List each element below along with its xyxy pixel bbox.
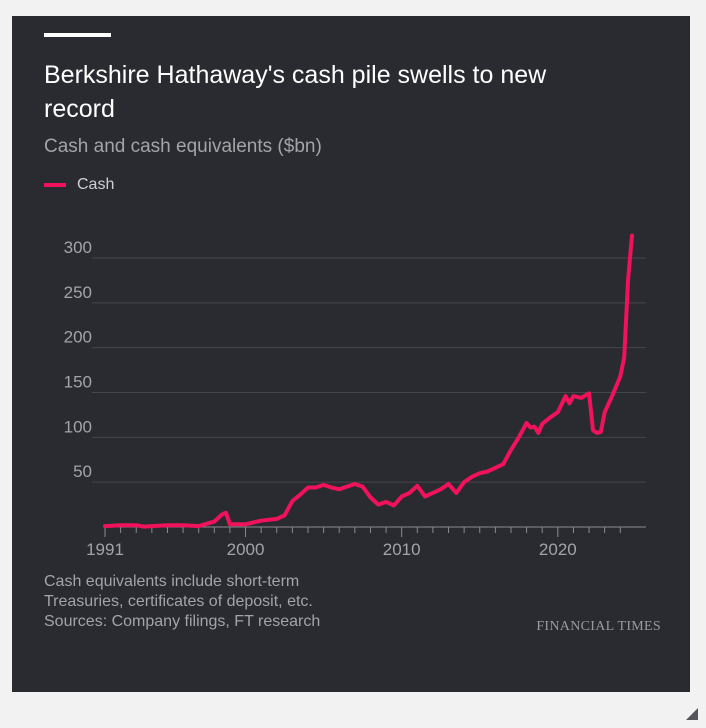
x-tick-label-2000: 2000: [227, 540, 265, 559]
legend-label-cash: Cash: [77, 176, 115, 193]
chart-card: [12, 16, 690, 692]
line-chart: 50 100 150 200 250 300 1991 2000 2010 2020: [64, 233, 646, 559]
x-tick-label-2020: 2020: [539, 540, 577, 559]
chart-title: Berkshire Hathaway's cash pile swells to…: [44, 61, 547, 123]
note-line-3: Sources: Company filings, FT research: [44, 613, 321, 630]
y-tick-label-300: 300: [64, 238, 92, 257]
legend-swatch: [44, 183, 66, 187]
title-accent-bar: [44, 33, 111, 37]
brand-logo: FINANCIAL TIMES: [536, 619, 661, 634]
note-line-2: Treasuries, certificates of deposit, etc…: [44, 593, 313, 610]
y-tick-label-50: 50: [73, 462, 92, 481]
y-tick-label-200: 200: [64, 328, 92, 347]
y-tick-label-100: 100: [64, 417, 92, 436]
legend: Cash: [44, 174, 114, 196]
x-tick-label-2010: 2010: [383, 540, 421, 559]
note-line-1: Cash equivalents include short-term: [44, 573, 300, 590]
x-tick-label-1991: 1991: [86, 540, 124, 559]
resize-handle: [686, 708, 698, 720]
chart-notes: Cash equivalents include short-term Trea…: [44, 572, 320, 632]
series-line-cash: [103, 233, 634, 529]
y-tick-label-250: 250: [64, 283, 92, 302]
chart-subtitle: Cash and cash equivalents ($bn): [44, 136, 322, 157]
y-tick-label-150: 150: [64, 373, 92, 392]
